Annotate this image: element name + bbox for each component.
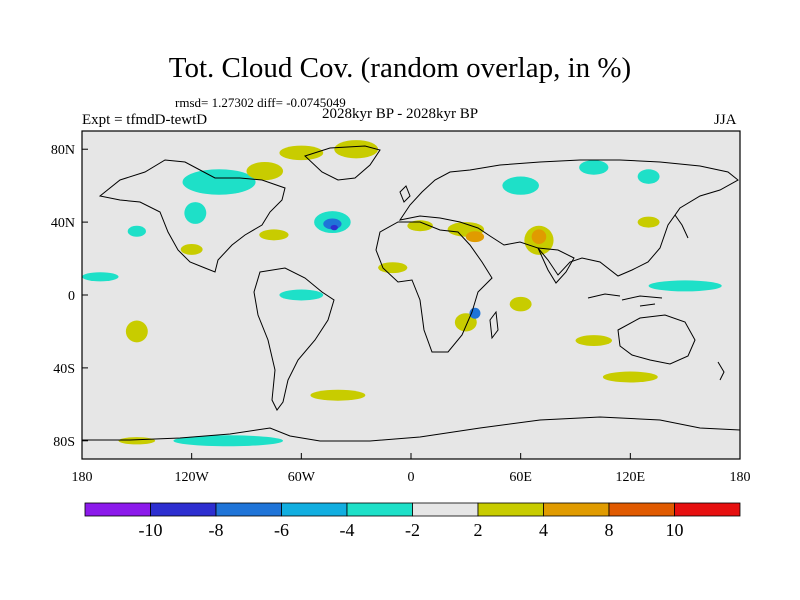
colorbar-bin bbox=[215, 502, 282, 517]
x-tick-label: 60W bbox=[288, 470, 316, 485]
experiment-label: Expt = tfmdD-tewtD bbox=[82, 112, 208, 128]
colorbar-label: -2 bbox=[405, 520, 420, 540]
anomaly-region bbox=[259, 229, 289, 241]
colorbar-label: -10 bbox=[139, 520, 163, 540]
anomaly-region bbox=[279, 145, 324, 161]
coastline-eurasia bbox=[398, 159, 739, 277]
x-tick-label: 120E bbox=[616, 470, 646, 485]
colorbar-label: -4 bbox=[340, 520, 355, 540]
y-tick-label: 80N bbox=[51, 143, 75, 158]
anomaly-region bbox=[531, 229, 547, 244]
anomaly-region bbox=[82, 272, 119, 282]
y-axis: 80N 40N 0 40S 80S bbox=[51, 143, 88, 450]
anomaly-region bbox=[118, 437, 156, 445]
x-tick-label: 180 bbox=[730, 470, 751, 485]
y-tick-label: 40N bbox=[51, 216, 75, 231]
anomaly-region bbox=[330, 224, 338, 231]
anomaly-region bbox=[648, 280, 722, 292]
coastline-south-america bbox=[253, 267, 335, 411]
coastline-antarctica bbox=[82, 416, 740, 442]
colorbar-bin bbox=[150, 502, 217, 517]
colorbar-bin bbox=[477, 502, 544, 517]
colorbar-bin bbox=[543, 502, 610, 517]
coastline-uk bbox=[399, 185, 411, 203]
coastline-north-america bbox=[98, 159, 286, 273]
coastline-new-zealand bbox=[717, 361, 725, 381]
x-tick-label: 60E bbox=[509, 470, 532, 485]
anomaly-region bbox=[637, 216, 660, 228]
colorbar-bin bbox=[84, 502, 151, 517]
colorbar-label: 4 bbox=[539, 520, 548, 540]
colorbar-label: -8 bbox=[209, 520, 224, 540]
anomaly-region bbox=[579, 160, 609, 175]
anomaly-region bbox=[575, 335, 613, 347]
coastline-india bbox=[537, 247, 575, 284]
colorbar-bin bbox=[412, 502, 479, 517]
period-label: 2028kyr BP - 2028kyr BP bbox=[322, 106, 479, 122]
anomaly-region bbox=[310, 389, 366, 401]
coastline-africa bbox=[375, 221, 493, 353]
anomaly-region bbox=[246, 161, 284, 181]
coastline-madagascar bbox=[489, 310, 499, 340]
x-tick-label: 180 bbox=[72, 470, 93, 485]
anomaly-region bbox=[637, 169, 660, 184]
anomaly-region bbox=[180, 243, 203, 255]
anomaly-region bbox=[173, 435, 284, 447]
anomaly-region bbox=[407, 220, 433, 232]
coastline-greenland bbox=[304, 145, 381, 181]
anomaly-region bbox=[127, 225, 146, 237]
colorbar-label: 8 bbox=[605, 520, 614, 540]
colorbar-label: 10 bbox=[666, 520, 684, 540]
anomaly-region bbox=[502, 176, 539, 195]
colorbar-bin bbox=[281, 502, 348, 517]
y-tick-label: 0 bbox=[68, 289, 75, 304]
map-title: Tot. Cloud Cov. (random overlap, in %) bbox=[168, 52, 632, 84]
colorbar-bin bbox=[346, 502, 413, 517]
anomaly-region bbox=[334, 140, 379, 159]
anomaly-region bbox=[184, 202, 207, 224]
anomaly-layer bbox=[82, 140, 722, 447]
colorbar-label: 2 bbox=[474, 520, 483, 540]
anomaly-region bbox=[279, 289, 324, 301]
anomaly-region bbox=[454, 313, 477, 332]
season-label: JJA bbox=[714, 112, 737, 128]
colorbar-bin bbox=[674, 502, 741, 517]
coastline-japan bbox=[674, 214, 689, 239]
coastline-australia bbox=[617, 314, 696, 365]
y-tick-label: 40S bbox=[53, 362, 75, 377]
anomaly-region bbox=[509, 296, 532, 312]
anomaly-region bbox=[182, 169, 256, 195]
coastline-layer bbox=[82, 145, 740, 442]
coastline-indonesia bbox=[587, 293, 663, 307]
colorbar-label: -6 bbox=[274, 520, 289, 540]
x-tick-label: 120W bbox=[175, 470, 210, 485]
anomaly-region bbox=[602, 371, 658, 383]
anomaly-region bbox=[465, 231, 485, 243]
colorbar-bin bbox=[608, 502, 675, 517]
anomaly-region bbox=[125, 320, 148, 343]
y-tick-label: 80S bbox=[53, 435, 75, 450]
colorbar: -10 -8 -6 -4 -2 2 4 8 10 bbox=[84, 502, 741, 540]
stats-text: rmsd= 1.27302 diff= -0.0745049 bbox=[175, 95, 346, 110]
x-axis: 180 120W 60W 0 60E 120E 180 bbox=[72, 453, 751, 485]
x-tick-label: 0 bbox=[408, 470, 415, 485]
